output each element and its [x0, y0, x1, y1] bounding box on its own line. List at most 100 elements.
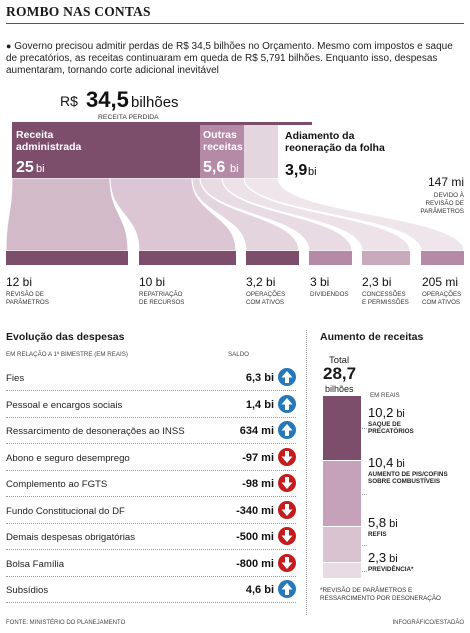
legend-label: REFIS: [368, 531, 387, 538]
destination-bar-6: [421, 251, 464, 265]
legend-value: 2,3: [368, 550, 387, 565]
expense-value: -800 mi: [236, 557, 274, 570]
arrow-up-icon: [278, 421, 296, 439]
revenue-stack: [323, 396, 361, 578]
source-label-adiamento-line2: reoneração da folha: [285, 142, 385, 154]
table-row: Bolsa Família -800 mi: [6, 551, 296, 577]
destination-bars: [6, 251, 464, 265]
legend-item: 2,3 bi PREVIDÊNCIA*: [368, 550, 448, 573]
side-note-value: 147 mi: [428, 175, 464, 189]
dest-value-repatriacao: 10 bi: [139, 275, 165, 289]
source-value-receita: 25: [16, 159, 34, 176]
table-row: Pessoal e encargos sociais 1,4 bi: [6, 392, 296, 418]
title-divider: [6, 23, 464, 24]
intro-text: ● Governo precisou admitir perdas de R$ …: [6, 40, 464, 77]
expense-value: 634 mi: [239, 425, 274, 437]
legend-unit: bi: [396, 408, 405, 420]
destination-bar-5: [362, 251, 410, 265]
flow-band-1: [5, 177, 129, 252]
destination-bar-3: [246, 251, 299, 265]
revenue-segment-3: [323, 526, 361, 563]
expenses-subtitle: EM RELAÇÃO A 1º BIMESTRE (EM REAIS): [6, 351, 128, 358]
dest-label-operacoes-2: COM ATIVOS: [246, 299, 284, 306]
expense-label: Fundo Constitucional do DF: [6, 505, 125, 517]
legend-connector: [362, 545, 367, 547]
legend-unit: bi: [389, 553, 398, 565]
expenses-title: Evolução das despesas: [6, 331, 125, 343]
expense-value: -97 mi: [242, 451, 274, 464]
dest-value-concessoes: 2,3 bi: [362, 275, 391, 289]
total-bar: [12, 122, 312, 125]
expense-value: -98 mi: [242, 478, 274, 490]
legend-label: AUMENTO DE PIS/COFINS SOBRE COMBUSTÍVEIS: [368, 471, 448, 486]
arrow-down-icon: [278, 500, 296, 519]
legend-label: PREVIDÊNCIA*: [368, 566, 414, 573]
revenue-segment-1: [323, 396, 361, 460]
flow-band-3: [191, 177, 300, 252]
legend-value: 5,8: [368, 515, 387, 530]
revenue-segment-4: [323, 563, 361, 578]
expense-value: 6,3 bi: [245, 372, 274, 384]
revenue-title: Aumento de receitas: [320, 331, 424, 343]
revenue-total-unit: bilhões: [325, 384, 354, 394]
arrow-down-icon: [278, 474, 296, 492]
side-note-label-3: PARÂMETROS: [420, 206, 464, 215]
dest-label-operacoes-1: OPERAÇÕES: [246, 291, 285, 298]
side-note-label-2: REVISÃO DE: [426, 198, 465, 207]
source-unit-outras: bi: [230, 163, 239, 175]
destination-bar-4: [309, 251, 352, 265]
source-block-outras-receitas: [200, 125, 244, 178]
dest-label-concessoes-2: E PERMISSÕES: [362, 299, 409, 306]
total-label: RECEITA PERDIDA: [98, 114, 159, 121]
table-row: Ressarcimento de desonerações ao INSS 634…: [6, 418, 296, 444]
intro-bullet-icon: ●: [6, 41, 12, 51]
expense-value: 4,6 bi: [245, 584, 274, 596]
section-divider: [306, 330, 307, 615]
legend-connector: [362, 570, 367, 572]
legend-unit: bi: [389, 518, 398, 530]
source-label-outras-line2: receitas: [203, 141, 243, 153]
legend-connector: [362, 493, 367, 495]
dest-label-concessoes-1: CONCESSÕES: [362, 291, 406, 298]
table-row: Complemento ao FGTS -98 mi: [6, 471, 296, 497]
dest-label-dividendos: DIVIDENDOS: [310, 291, 349, 298]
footer-credit: INFOGRÁFICO/ESTADÃO: [392, 620, 464, 626]
expense-label: Pessoal e encargos sociais: [6, 399, 123, 411]
legend-value: 10,4: [368, 455, 394, 470]
legend-value-group: 5,8 bi: [368, 515, 448, 530]
table-row: Demais despesas obrigatórias -500 mi: [6, 524, 296, 550]
total-value: 34,5: [86, 88, 129, 112]
expense-value: -340 mi: [236, 504, 274, 517]
dest-label-repatriacao-1: REPATRIAÇÃO: [139, 291, 183, 298]
dest-value-operacoes-mi: 205 mi: [422, 275, 458, 289]
destination-bar-1: [6, 251, 128, 265]
flow-band-4: [199, 177, 353, 252]
source-label-adiamento-line1: Adiamento da: [285, 130, 355, 142]
legend-value: 10,2: [368, 405, 394, 420]
source-block-receita-administrada: [12, 125, 200, 178]
dest-label-repatriacao-2: DE RECURSOS: [139, 299, 184, 306]
table-row: Subsídios 4,6 bi: [6, 577, 296, 603]
source-label-receita-line1: Receita: [16, 129, 54, 141]
revenue-total-label: Total: [329, 355, 350, 366]
revenue-flow-diagram: R$ 34,5 bilhões RECEITA PERDIDA Receita …: [5, 88, 465, 306]
source-unit-adiamento: bi: [308, 166, 317, 178]
revenue-footnote: *REVISÃO DE PARÂMETROS E RESSARCIMENTO P…: [320, 587, 441, 602]
expense-label: Ressarcimento de desonerações ao INSS: [6, 426, 185, 437]
legend-item: 5,8 bi REFIS: [368, 515, 448, 538]
arrow-down-icon: [278, 553, 296, 572]
legend-connector: [362, 428, 367, 430]
dest-label-revisao-1: REVISÃO DE: [6, 291, 44, 298]
arrow-up-icon: [278, 394, 296, 413]
table-row: Abono e seguro desemprego -97 mi: [6, 445, 296, 471]
legend-value-group: 10,2 bi: [368, 405, 448, 420]
flow-bands: [5, 177, 465, 252]
legend-item: 10,4 bi AUMENTO DE PIS/COFINS SOBRE COMBUS…: [368, 455, 464, 486]
source-label-outras-line1: Outras: [203, 129, 237, 141]
arrow-up-icon: [278, 368, 296, 386]
flow-band-6: [243, 177, 465, 252]
expense-label: Abono e seguro desemprego: [6, 452, 130, 464]
table-row: Fundo Constitucional do DF -340 mi: [6, 498, 296, 524]
revenue-unit-label: EM REAIS: [370, 392, 400, 399]
dest-value-revisao: 12 bi: [6, 275, 32, 289]
